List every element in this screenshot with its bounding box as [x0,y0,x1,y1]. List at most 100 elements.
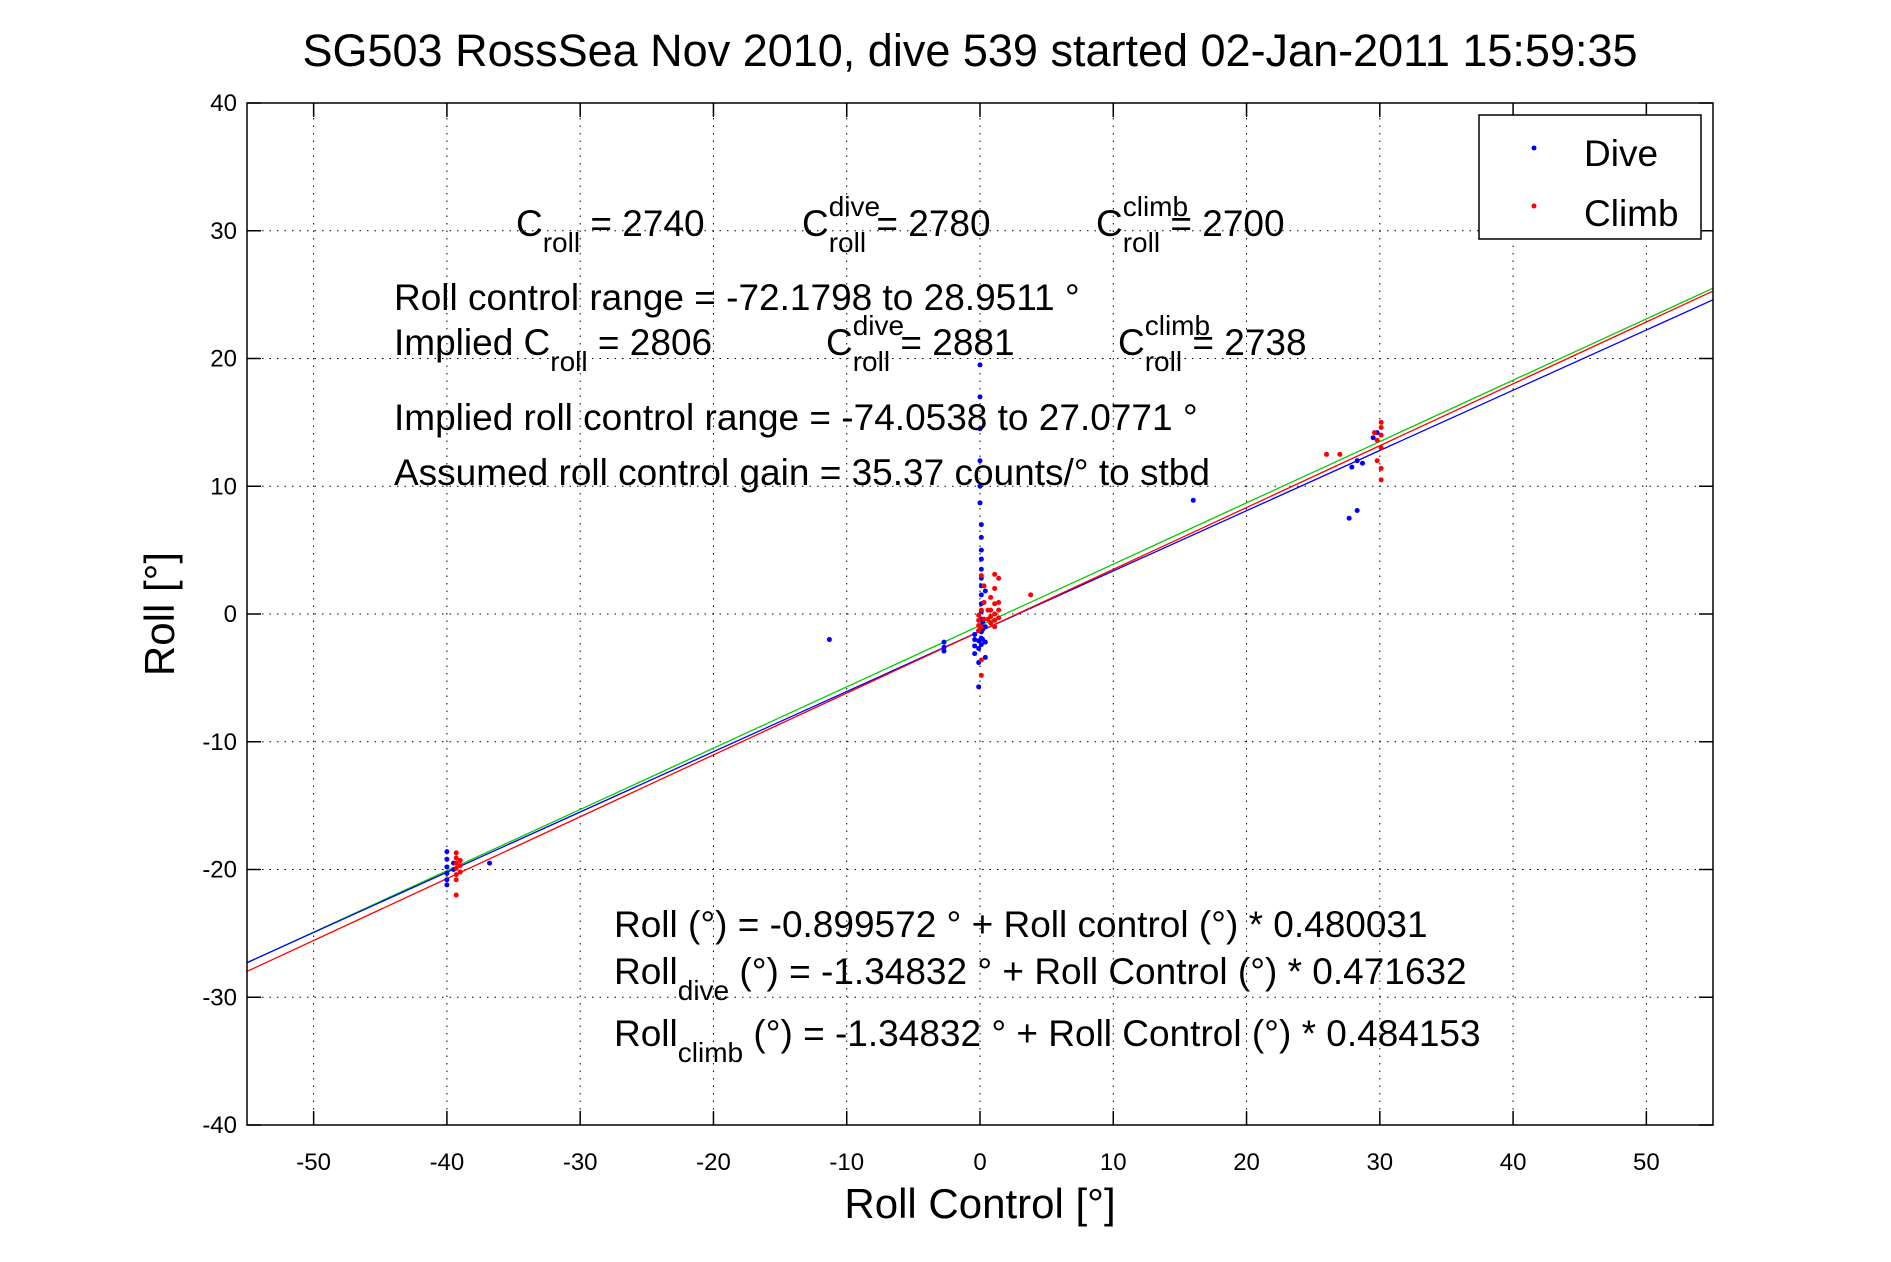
climb-point [988,607,994,613]
y-tick-label: -20 [202,857,237,884]
climb-point [1371,430,1377,436]
climb-point [992,585,998,591]
climb-point [1378,445,1384,451]
annotation-run: = 2738 [1182,322,1306,363]
dive-point [977,426,983,432]
climb-point [453,872,459,878]
climb-point [996,575,1002,581]
climb-point [978,672,984,678]
annotation-run: roll [1123,227,1160,258]
x-tick-label: 10 [1100,1149,1127,1176]
climb-point [992,617,998,623]
y-tick-label: 20 [210,346,237,373]
legend-dive-label: Dive [1584,133,1658,174]
x-tick-label: 30 [1366,1149,1393,1176]
climb-point [976,617,982,623]
dive-point [1354,458,1360,464]
climb-point [1374,437,1380,443]
dive-point [972,643,978,649]
annotation-run: climb [1123,191,1188,222]
legend: Dive Climb [1478,114,1702,240]
annotation-run: dive [853,310,904,341]
annotation-run: dive [829,191,880,222]
climb-point [978,607,984,613]
annotation-run: (°) = -1.34832 ° + Roll Control (°) * 0.… [743,1013,1481,1054]
y-tick-label: 10 [210,473,237,500]
climb-point [992,624,998,630]
annotation-run: climb [1145,310,1210,341]
climb-point [978,573,984,579]
annotation-run: = 2806 [588,322,712,363]
climb-point [988,614,994,620]
dive-point [978,642,984,648]
x-tick-label: -50 [296,1149,331,1176]
annotation-run: = 2780 [866,203,990,244]
x-tick-label: 40 [1500,1149,1527,1176]
dive-point [1190,497,1196,503]
y-tick-label: 30 [210,218,237,245]
dive-point [976,645,982,651]
climb-point [996,600,1002,606]
dive-point [982,588,988,594]
climb-point [996,607,1002,613]
dive-point [978,534,984,540]
annotation-run: Roll (°) = -0.899572 ° + Roll control (°… [614,904,1428,945]
annotation-run: = 2700 [1160,203,1284,244]
dive-point [941,648,947,654]
y-tick-label: -40 [202,1112,237,1139]
annotation-3: Cclimb roll = 2700 [1096,191,1285,258]
annotation-run: Assumed roll control gain = 35.37 counts… [394,452,1210,493]
annotation-run: roll [1145,346,1182,377]
annotation-run: C [1096,203,1123,244]
dive-point [487,860,493,866]
climb-point [457,869,463,875]
legend-dive-marker [1531,145,1537,151]
climb-point [981,616,987,622]
dive-point [977,362,983,368]
climb-point [1378,432,1384,438]
climb-point [453,865,459,871]
dive-point [1370,435,1376,441]
dive-point [1346,515,1352,521]
y-axis-label: Roll [°] [136,552,183,676]
annotation-5: Implied Croll = 2806 [394,322,712,377]
dive-point [444,882,450,888]
climb-point [1324,451,1330,457]
annotation-12: Rollclimb (°) = -1.34832 ° + Roll Contro… [614,1013,1481,1068]
dive-point [972,637,978,643]
dive-point [982,624,988,630]
climb-point [1028,592,1034,598]
dive-point [982,654,988,660]
equation-annotations: Croll = 2740 Cdive roll = 2780 Cclimb roll =… [394,191,1481,1068]
dive-point [444,870,450,876]
data-points [444,362,1384,898]
dive-point [982,639,988,645]
annotation-4: Roll control range = -72.1798 to 28.9511… [394,277,1080,318]
annotation-8: Implied roll control range = -74.0538 to… [394,397,1198,438]
dive-point [444,849,450,855]
climb-point [978,657,984,663]
annotation-run: = 2881 [890,322,1014,363]
annotation-run: Implied roll control range = -74.0538 to… [394,397,1198,438]
climb-point [1378,419,1384,425]
climb-point [1378,465,1384,471]
climb-point [453,860,459,866]
annotation-run: C [1118,322,1145,363]
dive-point [941,644,947,650]
dive-point [1359,460,1365,466]
annotation-7: Cclimb roll = 2738 [1118,310,1307,377]
annotation-run: climb [678,1037,743,1068]
dive-point [972,631,978,637]
annotation-run: C [826,322,853,363]
climb-point [453,892,459,898]
x-tick-label: -30 [563,1149,598,1176]
climb-point [992,571,998,577]
annotation-run: dive [678,975,729,1006]
climb-point [992,601,998,607]
dive-point [444,877,450,883]
climb-point [981,600,987,606]
legend-box [1478,114,1702,240]
annotation-6: Cdive roll = 2881 [826,310,1015,377]
axis-ticks [247,102,1713,1126]
